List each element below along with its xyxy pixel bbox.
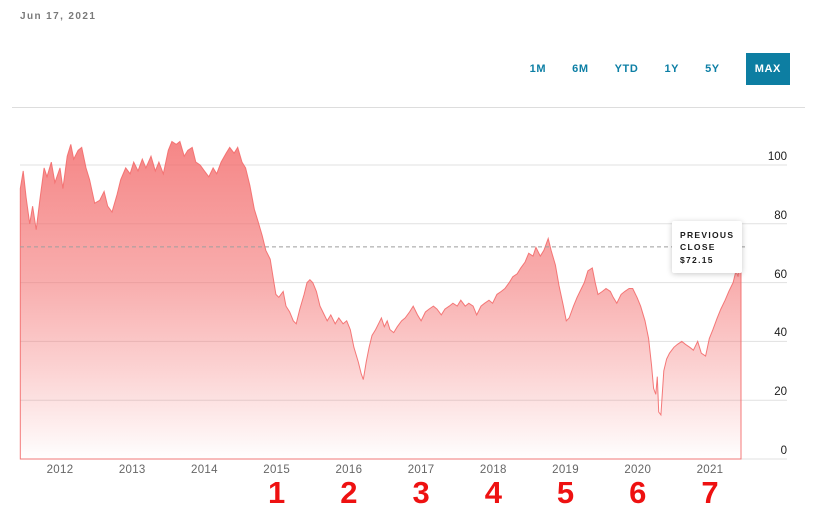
annotation-number-5: 5 [556, 475, 575, 510]
y-axis-label-0: 0 [780, 445, 787, 457]
tooltip-value: $72.15 [680, 254, 714, 265]
y-axis-label-100: 100 [767, 151, 787, 163]
annotation-number-4: 4 [484, 475, 502, 510]
range-button-max[interactable]: MAX [745, 53, 790, 85]
date-label: Jun 17, 2021 [20, 11, 97, 22]
x-axis-label-2013: 2013 [118, 464, 146, 476]
x-axis-label-2020: 2020 [624, 464, 652, 476]
annotation-number-1: 1 [268, 475, 286, 510]
annotation-number-2: 2 [340, 475, 358, 510]
range-selector: 1M 6M YTD 1Y 5Y MAX [530, 52, 790, 86]
tooltip-label: PREVIOUS CLOSE [680, 230, 735, 253]
annotation-number-3: 3 [412, 475, 430, 510]
y-axis-label-60: 60 [774, 268, 787, 281]
x-axis-label-2015: 2015 [263, 464, 291, 476]
x-axis-label-2021: 2021 [696, 464, 724, 476]
annotation-number-7: 7 [701, 475, 719, 510]
y-axis-label-40: 40 [774, 327, 787, 340]
y-axis-label-20: 20 [774, 386, 787, 399]
price-area-series[interactable] [19, 140, 742, 460]
x-axis-label-2017: 2017 [407, 464, 435, 476]
range-button-1m[interactable]: 1M [529, 63, 547, 75]
annotation-number-6: 6 [629, 475, 647, 510]
y-axis-label-80: 80 [774, 209, 787, 222]
x-axis-label-2012: 2012 [46, 464, 74, 476]
range-button-1y[interactable]: 1Y [664, 63, 680, 75]
x-axis-label-2019: 2019 [552, 464, 579, 476]
x-axis-label-2016: 2016 [335, 464, 363, 476]
previous-close-tooltip: PREVIOUS CLOSE $72.15 [672, 221, 742, 273]
x-axis-label-2014: 2014 [191, 464, 218, 476]
header-divider [12, 107, 805, 108]
range-button-6m[interactable]: 6M [572, 63, 589, 75]
x-axis-label-2018: 2018 [479, 464, 507, 476]
range-button-5y[interactable]: 5Y [705, 63, 720, 75]
range-button-ytd[interactable]: YTD [614, 63, 639, 75]
